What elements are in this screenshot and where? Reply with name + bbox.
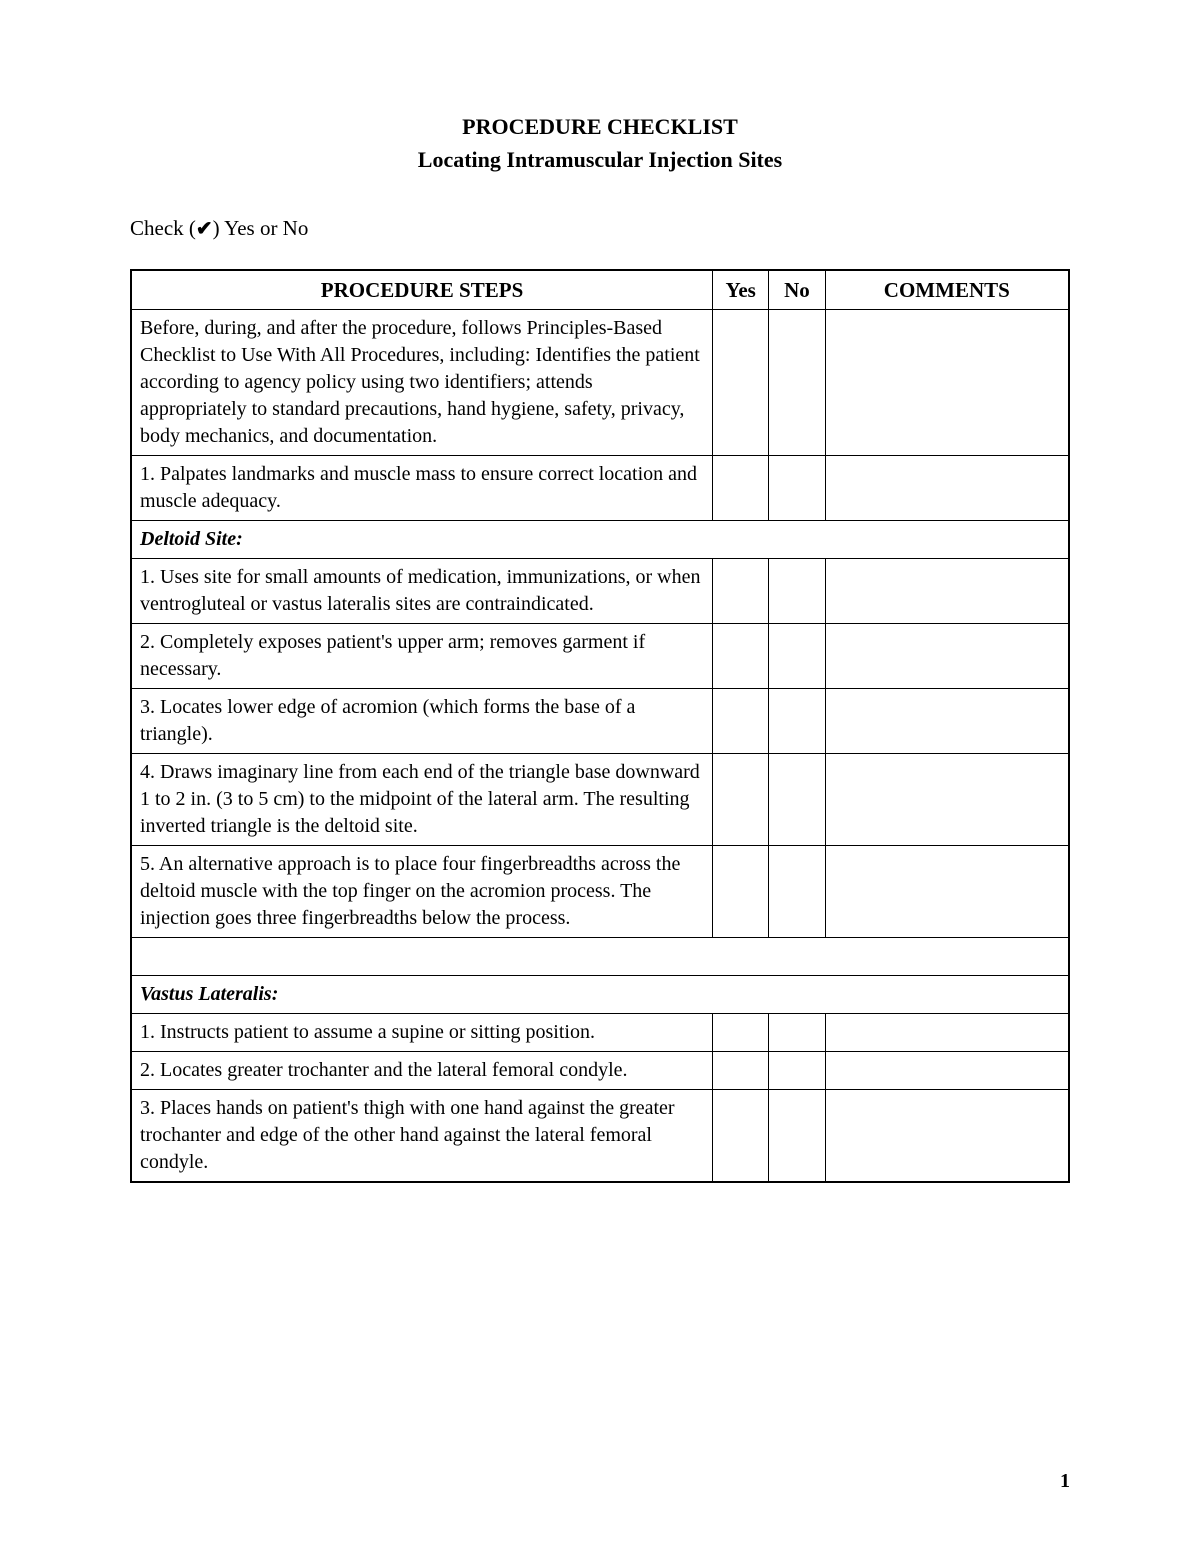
step-cell: 5. An alternative approach is to place f… bbox=[131, 846, 713, 938]
no-cell[interactable] bbox=[769, 456, 825, 521]
comments-cell[interactable] bbox=[825, 846, 1069, 938]
step-cell: 3. Places hands on patient's thigh with … bbox=[131, 1090, 713, 1183]
yes-cell[interactable] bbox=[713, 1090, 769, 1183]
table-row: 1. Instructs patient to assume a supine … bbox=[131, 1014, 1069, 1052]
yes-cell[interactable] bbox=[713, 559, 769, 624]
no-cell[interactable] bbox=[769, 846, 825, 938]
table-row bbox=[131, 938, 1069, 976]
no-cell[interactable] bbox=[769, 754, 825, 846]
comments-cell[interactable] bbox=[825, 1090, 1069, 1183]
title-line-1: PROCEDURE CHECKLIST bbox=[130, 110, 1070, 143]
yes-cell[interactable] bbox=[713, 1014, 769, 1052]
checklist-table: PROCEDURE STEPS Yes No COMMENTS Before, … bbox=[130, 269, 1070, 1183]
step-cell: 2. Completely exposes patient's upper ar… bbox=[131, 624, 713, 689]
table-row: 1. Uses site for small amounts of medica… bbox=[131, 559, 1069, 624]
check-prefix: Check ( bbox=[130, 216, 196, 240]
yes-cell[interactable] bbox=[713, 310, 769, 456]
header-steps: PROCEDURE STEPS bbox=[131, 270, 713, 310]
comments-cell[interactable] bbox=[825, 456, 1069, 521]
spacer-cell bbox=[131, 938, 1069, 976]
step-cell: 3. Locates lower edge of acromion (which… bbox=[131, 689, 713, 754]
yes-cell[interactable] bbox=[713, 1052, 769, 1090]
table-row: 2. Completely exposes patient's upper ar… bbox=[131, 624, 1069, 689]
no-cell[interactable] bbox=[769, 310, 825, 456]
yes-cell[interactable] bbox=[713, 456, 769, 521]
no-cell[interactable] bbox=[769, 1090, 825, 1183]
no-cell[interactable] bbox=[769, 1052, 825, 1090]
title-line-2: Locating Intramuscular Injection Sites bbox=[130, 143, 1070, 176]
yes-cell[interactable] bbox=[713, 846, 769, 938]
no-cell[interactable] bbox=[769, 624, 825, 689]
table-body: Before, during, and after the procedure,… bbox=[131, 310, 1069, 1183]
header-no: No bbox=[769, 270, 825, 310]
no-cell[interactable] bbox=[769, 689, 825, 754]
table-row: 1. Palpates landmarks and muscle mass to… bbox=[131, 456, 1069, 521]
step-cell: 1. Palpates landmarks and muscle mass to… bbox=[131, 456, 713, 521]
table-row: Before, during, and after the procedure,… bbox=[131, 310, 1069, 456]
step-cell: Before, during, and after the procedure,… bbox=[131, 310, 713, 456]
page-number: 1 bbox=[1060, 1470, 1070, 1493]
table-row: 3. Locates lower edge of acromion (which… bbox=[131, 689, 1069, 754]
header-yes: Yes bbox=[713, 270, 769, 310]
title-block: PROCEDURE CHECKLIST Locating Intramuscul… bbox=[130, 110, 1070, 176]
document-page: PROCEDURE CHECKLIST Locating Intramuscul… bbox=[0, 0, 1200, 1553]
table-row: 3. Places hands on patient's thigh with … bbox=[131, 1090, 1069, 1183]
table-row: 4. Draws imaginary line from each end of… bbox=[131, 754, 1069, 846]
comments-cell[interactable] bbox=[825, 754, 1069, 846]
step-cell: 4. Draws imaginary line from each end of… bbox=[131, 754, 713, 846]
check-suffix: ) Yes or No bbox=[213, 216, 309, 240]
step-cell: 2. Locates greater trochanter and the la… bbox=[131, 1052, 713, 1090]
section-header-cell: Deltoid Site: bbox=[131, 521, 1069, 559]
check-instruction: Check (✔) Yes or No bbox=[130, 216, 1070, 241]
yes-cell[interactable] bbox=[713, 624, 769, 689]
step-cell: 1. Instructs patient to assume a supine … bbox=[131, 1014, 713, 1052]
section-header-cell: Vastus Lateralis: bbox=[131, 976, 1069, 1014]
table-row: 5. An alternative approach is to place f… bbox=[131, 846, 1069, 938]
table-row: Deltoid Site: bbox=[131, 521, 1069, 559]
no-cell[interactable] bbox=[769, 1014, 825, 1052]
yes-cell[interactable] bbox=[713, 689, 769, 754]
yes-cell[interactable] bbox=[713, 754, 769, 846]
header-comments: COMMENTS bbox=[825, 270, 1069, 310]
table-row: Vastus Lateralis: bbox=[131, 976, 1069, 1014]
comments-cell[interactable] bbox=[825, 1014, 1069, 1052]
comments-cell[interactable] bbox=[825, 559, 1069, 624]
comments-cell[interactable] bbox=[825, 1052, 1069, 1090]
step-cell: 1. Uses site for small amounts of medica… bbox=[131, 559, 713, 624]
no-cell[interactable] bbox=[769, 559, 825, 624]
comments-cell[interactable] bbox=[825, 689, 1069, 754]
table-header-row: PROCEDURE STEPS Yes No COMMENTS bbox=[131, 270, 1069, 310]
table-row: 2. Locates greater trochanter and the la… bbox=[131, 1052, 1069, 1090]
check-mark-icon: ✔ bbox=[196, 218, 213, 240]
comments-cell[interactable] bbox=[825, 310, 1069, 456]
comments-cell[interactable] bbox=[825, 624, 1069, 689]
